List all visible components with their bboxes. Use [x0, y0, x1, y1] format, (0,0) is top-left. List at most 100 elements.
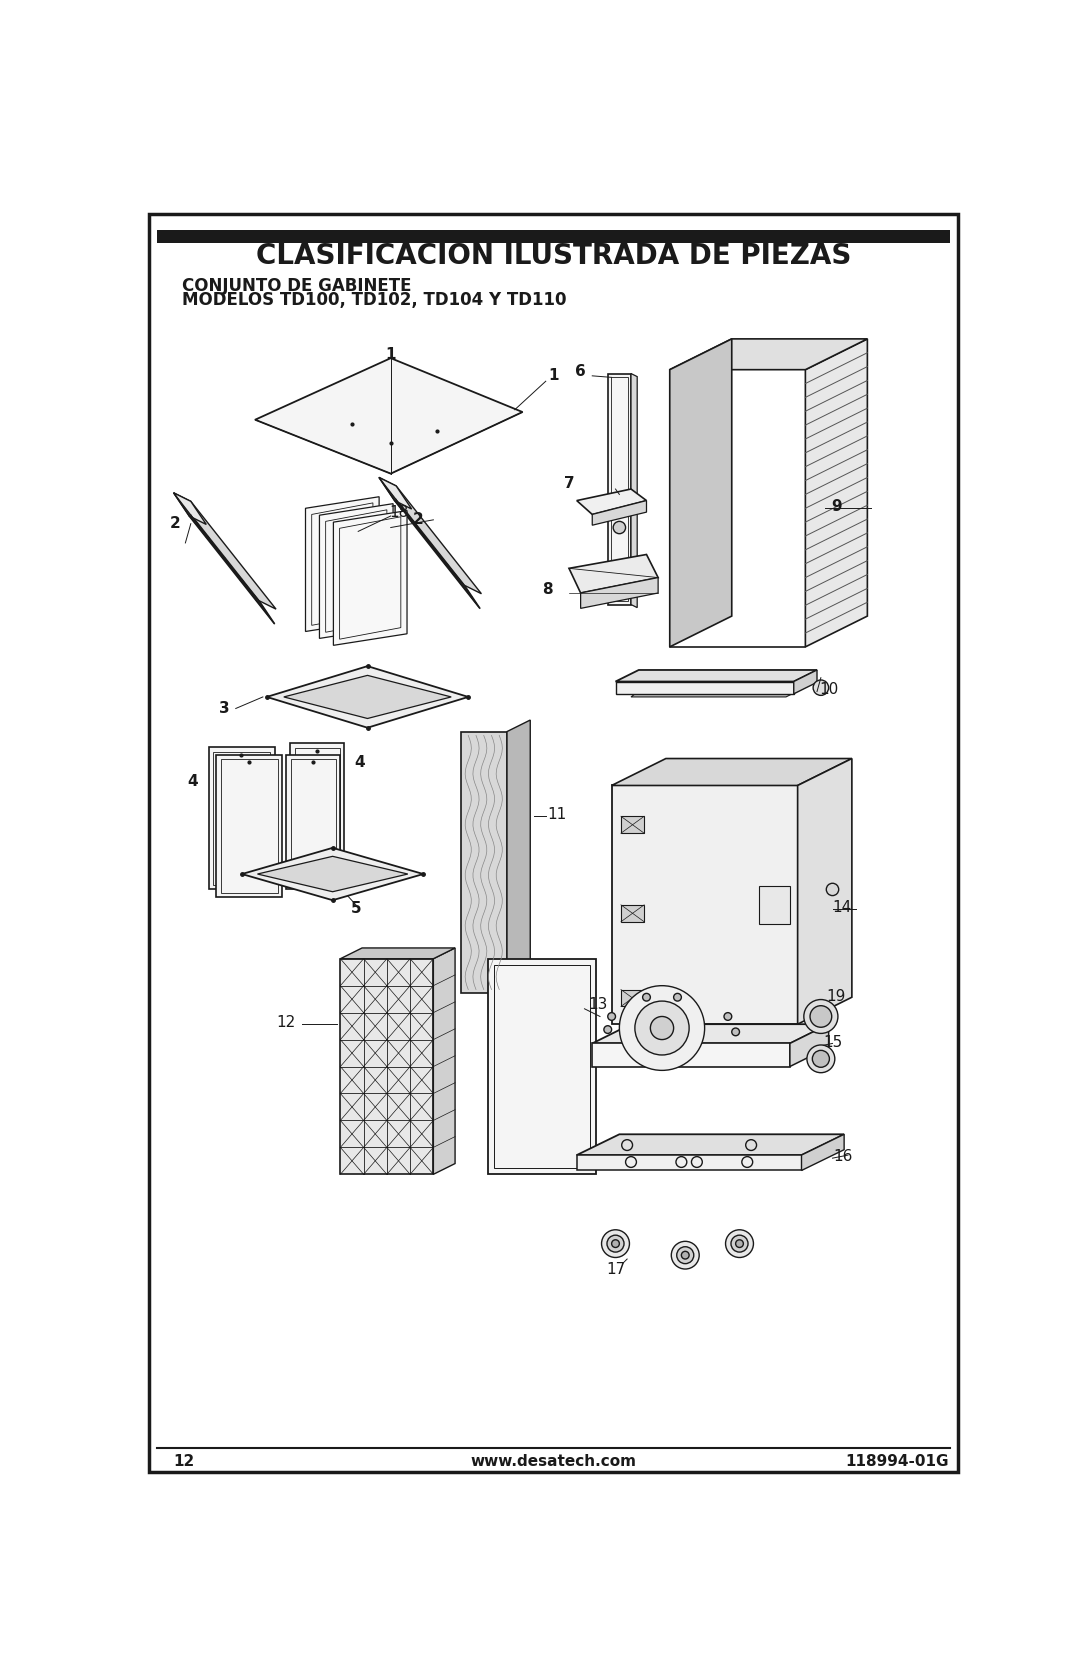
- Polygon shape: [174, 492, 206, 524]
- Polygon shape: [255, 359, 523, 474]
- Polygon shape: [488, 958, 596, 1175]
- Circle shape: [735, 1240, 743, 1247]
- Text: 11: 11: [548, 808, 567, 823]
- Text: 4: 4: [354, 754, 365, 769]
- Polygon shape: [577, 489, 647, 514]
- Text: 1: 1: [386, 347, 396, 362]
- Polygon shape: [174, 492, 274, 624]
- Polygon shape: [334, 511, 407, 646]
- Polygon shape: [592, 1025, 828, 1043]
- Polygon shape: [621, 990, 644, 1006]
- Circle shape: [672, 1242, 699, 1268]
- Circle shape: [650, 1016, 674, 1040]
- Text: 3: 3: [219, 701, 229, 716]
- Polygon shape: [507, 719, 530, 993]
- Text: 118994-01G: 118994-01G: [846, 1454, 948, 1469]
- Polygon shape: [611, 786, 798, 1025]
- Circle shape: [602, 1230, 630, 1257]
- Circle shape: [804, 1000, 838, 1033]
- Polygon shape: [242, 848, 423, 900]
- Text: 10: 10: [819, 681, 838, 696]
- Text: 13: 13: [589, 996, 608, 1011]
- Bar: [157, 230, 950, 244]
- Polygon shape: [577, 1135, 845, 1155]
- Circle shape: [810, 1006, 832, 1026]
- Polygon shape: [621, 905, 644, 921]
- Polygon shape: [592, 501, 647, 526]
- Text: 12: 12: [276, 1015, 296, 1030]
- Text: 6: 6: [576, 364, 586, 379]
- Polygon shape: [267, 666, 469, 728]
- Polygon shape: [460, 731, 507, 993]
- Text: 5: 5: [351, 901, 361, 916]
- Circle shape: [807, 1045, 835, 1073]
- Polygon shape: [379, 477, 482, 594]
- Polygon shape: [592, 1043, 789, 1066]
- Polygon shape: [806, 339, 867, 648]
- Text: 17: 17: [606, 1262, 625, 1277]
- Polygon shape: [216, 754, 282, 898]
- Polygon shape: [208, 748, 274, 890]
- Polygon shape: [286, 754, 340, 890]
- Text: 16: 16: [833, 1150, 852, 1163]
- Text: 9: 9: [832, 499, 841, 514]
- Polygon shape: [306, 497, 379, 631]
- Circle shape: [732, 1028, 740, 1036]
- Polygon shape: [789, 1025, 828, 1066]
- Polygon shape: [616, 669, 816, 681]
- Circle shape: [635, 1001, 689, 1055]
- Polygon shape: [581, 577, 658, 609]
- Polygon shape: [670, 339, 867, 369]
- Circle shape: [677, 1247, 693, 1263]
- Circle shape: [608, 1013, 616, 1020]
- Text: 18: 18: [389, 504, 408, 519]
- Circle shape: [731, 1235, 748, 1252]
- Text: MODELOS TD100, TD102, TD104 Y TD110: MODELOS TD100, TD102, TD104 Y TD110: [181, 290, 566, 309]
- Polygon shape: [621, 816, 644, 833]
- Polygon shape: [801, 1135, 845, 1170]
- Circle shape: [674, 993, 681, 1001]
- Polygon shape: [608, 374, 631, 604]
- Circle shape: [726, 1230, 754, 1257]
- Text: 7: 7: [564, 476, 575, 491]
- Text: 2: 2: [413, 512, 423, 527]
- Circle shape: [604, 1026, 611, 1033]
- Text: 12: 12: [174, 1454, 195, 1469]
- Text: 19: 19: [826, 990, 846, 1005]
- Text: 4: 4: [188, 774, 199, 789]
- Polygon shape: [577, 1155, 801, 1170]
- Circle shape: [613, 521, 625, 534]
- Polygon shape: [798, 758, 852, 1025]
- Text: www.desatech.com: www.desatech.com: [471, 1454, 636, 1469]
- Polygon shape: [284, 676, 451, 718]
- Polygon shape: [569, 554, 658, 592]
- Circle shape: [681, 1252, 689, 1258]
- Circle shape: [643, 993, 650, 1001]
- Circle shape: [619, 986, 704, 1070]
- Polygon shape: [340, 948, 455, 958]
- Text: 8: 8: [542, 581, 553, 596]
- Polygon shape: [631, 686, 809, 698]
- Polygon shape: [291, 743, 345, 878]
- Polygon shape: [379, 477, 480, 609]
- Polygon shape: [340, 958, 433, 1175]
- Circle shape: [611, 1240, 619, 1247]
- Text: 14: 14: [833, 900, 851, 915]
- Polygon shape: [670, 339, 732, 648]
- Text: 15: 15: [823, 1035, 842, 1050]
- Polygon shape: [433, 948, 455, 1175]
- Circle shape: [826, 883, 839, 896]
- Polygon shape: [631, 374, 637, 608]
- Polygon shape: [257, 856, 408, 891]
- Polygon shape: [794, 669, 816, 694]
- Circle shape: [724, 1013, 732, 1020]
- Polygon shape: [320, 504, 393, 639]
- Polygon shape: [611, 758, 852, 786]
- Circle shape: [812, 1050, 829, 1066]
- Polygon shape: [616, 681, 794, 694]
- Polygon shape: [759, 886, 789, 925]
- Text: CONJUNTO DE GABINETE: CONJUNTO DE GABINETE: [181, 277, 411, 295]
- Circle shape: [607, 1235, 624, 1252]
- Polygon shape: [174, 492, 276, 609]
- Text: CLASIFICACIÓN ILUSTRADA DE PIEZAS: CLASIFICACIÓN ILUSTRADA DE PIEZAS: [256, 242, 851, 270]
